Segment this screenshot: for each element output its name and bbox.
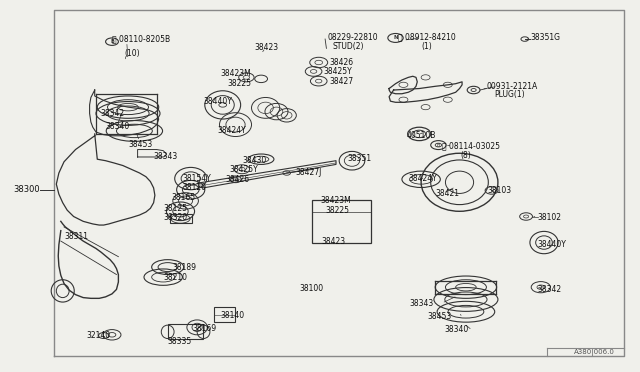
Text: 00931-2121A: 00931-2121A: [486, 82, 538, 91]
Bar: [214, 307, 235, 322]
Text: 38140: 38140: [221, 311, 245, 320]
Text: 38340: 38340: [106, 122, 130, 131]
Text: 38426: 38426: [225, 175, 250, 184]
Text: 38343: 38343: [410, 299, 434, 308]
Text: 38427J: 38427J: [296, 169, 322, 177]
Text: 38343: 38343: [154, 153, 178, 161]
Text: 38423M: 38423M: [221, 69, 252, 78]
Text: 38425Y: 38425Y: [229, 165, 258, 174]
Bar: [168, 324, 203, 339]
Text: 38430: 38430: [242, 156, 266, 165]
Text: (10): (10): [125, 49, 140, 58]
Text: 38424Y: 38424Y: [218, 126, 246, 135]
Text: B: B: [436, 142, 440, 148]
Text: 32140: 32140: [86, 331, 111, 340]
Text: 38189: 38189: [173, 263, 197, 272]
Text: 38225: 38225: [227, 79, 251, 88]
Text: 38169: 38169: [192, 324, 216, 333]
Text: 38425Y: 38425Y: [323, 67, 352, 76]
Text: 08229-22810: 08229-22810: [328, 33, 378, 42]
Text: (1): (1): [421, 42, 432, 51]
Text: 38424Y: 38424Y: [408, 174, 437, 183]
Bar: [312, 200, 371, 243]
Text: N: N: [393, 35, 398, 41]
Text: 38100: 38100: [300, 284, 324, 293]
Text: 38335: 38335: [168, 337, 192, 346]
Text: 38103: 38103: [488, 186, 512, 195]
Text: 38440Y: 38440Y: [204, 97, 232, 106]
Text: 38342: 38342: [538, 285, 562, 294]
Text: 38342: 38342: [100, 109, 125, 118]
Text: STUD(2): STUD(2): [332, 42, 364, 51]
Text: 38320: 38320: [163, 213, 188, 222]
Text: 38423M: 38423M: [320, 196, 351, 205]
Text: 38125: 38125: [163, 204, 187, 213]
Text: Ⓝ 08912-84210: Ⓝ 08912-84210: [398, 33, 456, 42]
Text: 38453: 38453: [128, 140, 152, 149]
Text: 38351: 38351: [348, 154, 372, 163]
Text: A380|006.0: A380|006.0: [573, 349, 614, 356]
Text: 38423: 38423: [321, 237, 346, 246]
Text: 38421: 38421: [435, 189, 460, 198]
Text: 38120: 38120: [182, 183, 206, 192]
Text: 38154Y: 38154Y: [182, 174, 211, 183]
Text: 38453: 38453: [428, 312, 452, 321]
Text: 38440Y: 38440Y: [538, 240, 566, 249]
Text: Ⓑ 08110-8205B: Ⓑ 08110-8205B: [112, 35, 170, 44]
Text: 38351G: 38351G: [530, 33, 560, 42]
Text: 38210: 38210: [163, 273, 187, 282]
Text: 38102: 38102: [538, 213, 562, 222]
Text: 38225: 38225: [325, 206, 349, 215]
Text: B: B: [110, 39, 114, 44]
Text: 38300: 38300: [13, 185, 40, 194]
Text: 38311: 38311: [64, 232, 88, 241]
Text: 40510B: 40510B: [406, 131, 436, 140]
Text: 38427: 38427: [330, 77, 354, 86]
Text: Ⓑ 08114-03025: Ⓑ 08114-03025: [442, 141, 500, 150]
Bar: [170, 214, 192, 223]
Text: (8): (8): [461, 151, 472, 160]
Text: 38423: 38423: [255, 43, 279, 52]
Text: PLUG(1): PLUG(1): [494, 90, 525, 99]
Text: 38165: 38165: [172, 193, 196, 202]
Text: 38426: 38426: [330, 58, 354, 67]
Text: 38340: 38340: [445, 325, 469, 334]
